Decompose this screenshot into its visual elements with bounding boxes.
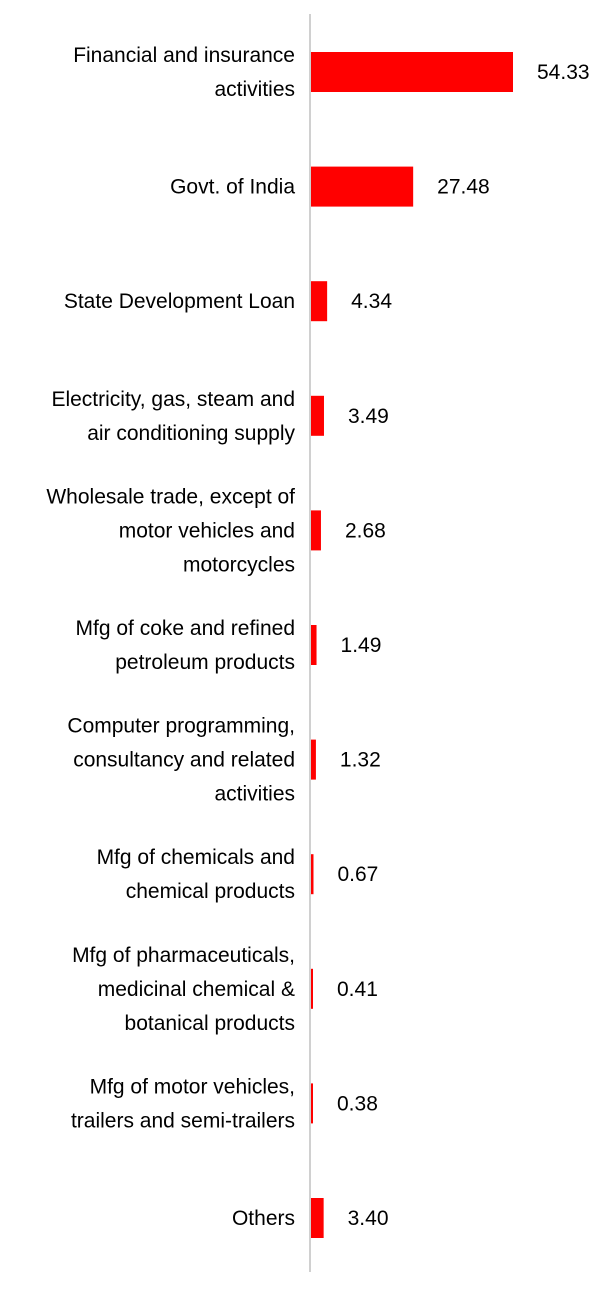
- category-label-line: motorcycles: [183, 553, 295, 576]
- bar: [311, 1083, 313, 1124]
- bar: [311, 625, 317, 665]
- value-label: 0.41: [337, 978, 378, 1001]
- bar: [311, 854, 314, 895]
- value-label: 0.67: [337, 863, 378, 886]
- category-label-line: activities: [214, 783, 295, 806]
- bars-group: [311, 52, 513, 1238]
- value-label: 0.38: [337, 1092, 378, 1115]
- category-label: Electricity, gas, steam and air condition…: [51, 388, 295, 445]
- category-label-line: petroleum products: [115, 651, 295, 674]
- value-label: 3.40: [348, 1207, 389, 1230]
- category-label-line: Mfg of chemicals and: [97, 846, 295, 869]
- category-label-line: State Development Loan: [64, 290, 295, 313]
- category-label: Others: [232, 1207, 295, 1230]
- bar: [311, 52, 513, 92]
- bar: [311, 968, 313, 1009]
- category-label-line: Govt. of India: [170, 176, 295, 199]
- category-label: State Development Loan: [64, 290, 295, 313]
- value-label: 1.49: [341, 634, 382, 657]
- category-label-line: Mfg of coke and refined: [76, 617, 295, 640]
- category-label: Mfg of pharmaceuticals, medicinal chemica…: [72, 944, 295, 1035]
- category-label-line: medicinal chemical &: [98, 978, 295, 1001]
- value-labels-group: 54.33 27.48 4.34 3.49 2.68 1.49 1.32 0.67 0.41 0.…: [337, 61, 590, 1230]
- bar: [311, 395, 324, 436]
- category-label-line: Mfg of pharmaceuticals,: [72, 944, 295, 967]
- category-label-line: consultancy and related: [73, 749, 295, 772]
- category-label-line: air conditioning supply: [87, 422, 295, 445]
- category-labels-group: Financial and insurance activities Govt. o…: [46, 44, 295, 1230]
- category-label: Mfg of coke and refined petroleum product…: [76, 617, 295, 674]
- value-label: 27.48: [437, 176, 490, 199]
- category-label: Govt. of India: [170, 176, 295, 199]
- value-label: 54.33: [537, 61, 590, 84]
- value-label: 3.49: [348, 405, 389, 428]
- category-label-line: motor vehicles and: [119, 519, 295, 542]
- category-label-line: Wholesale trade, except of: [46, 485, 295, 508]
- category-label: Wholesale trade, except of motor vehicles…: [46, 485, 295, 576]
- category-label: Mfg of motor vehicles, trailers and semi-…: [71, 1075, 295, 1132]
- category-label-line: chemical products: [126, 880, 295, 903]
- bar: [311, 510, 321, 551]
- bar: [311, 739, 316, 780]
- bar: [311, 166, 414, 207]
- bar: [311, 281, 328, 322]
- category-label: Financial and insurance activities: [73, 44, 295, 101]
- category-label-line: Mfg of motor vehicles,: [90, 1075, 295, 1098]
- bar: [311, 1198, 324, 1238]
- category-label: Computer programming, consultancy and rel…: [67, 715, 295, 806]
- value-label: 2.68: [345, 519, 386, 542]
- category-label-line: botanical products: [125, 1012, 295, 1035]
- category-label-line: Others: [232, 1207, 295, 1230]
- category-label: Mfg of chemicals and chemical products: [97, 846, 295, 903]
- value-label: 1.32: [340, 749, 381, 772]
- category-label-line: Electricity, gas, steam and: [51, 388, 295, 411]
- category-label-line: activities: [214, 78, 295, 101]
- category-label-line: Computer programming,: [67, 715, 295, 738]
- category-label-line: trailers and semi-trailers: [71, 1109, 295, 1132]
- category-label-line: Financial and insurance: [73, 44, 295, 67]
- value-label: 4.34: [351, 290, 392, 313]
